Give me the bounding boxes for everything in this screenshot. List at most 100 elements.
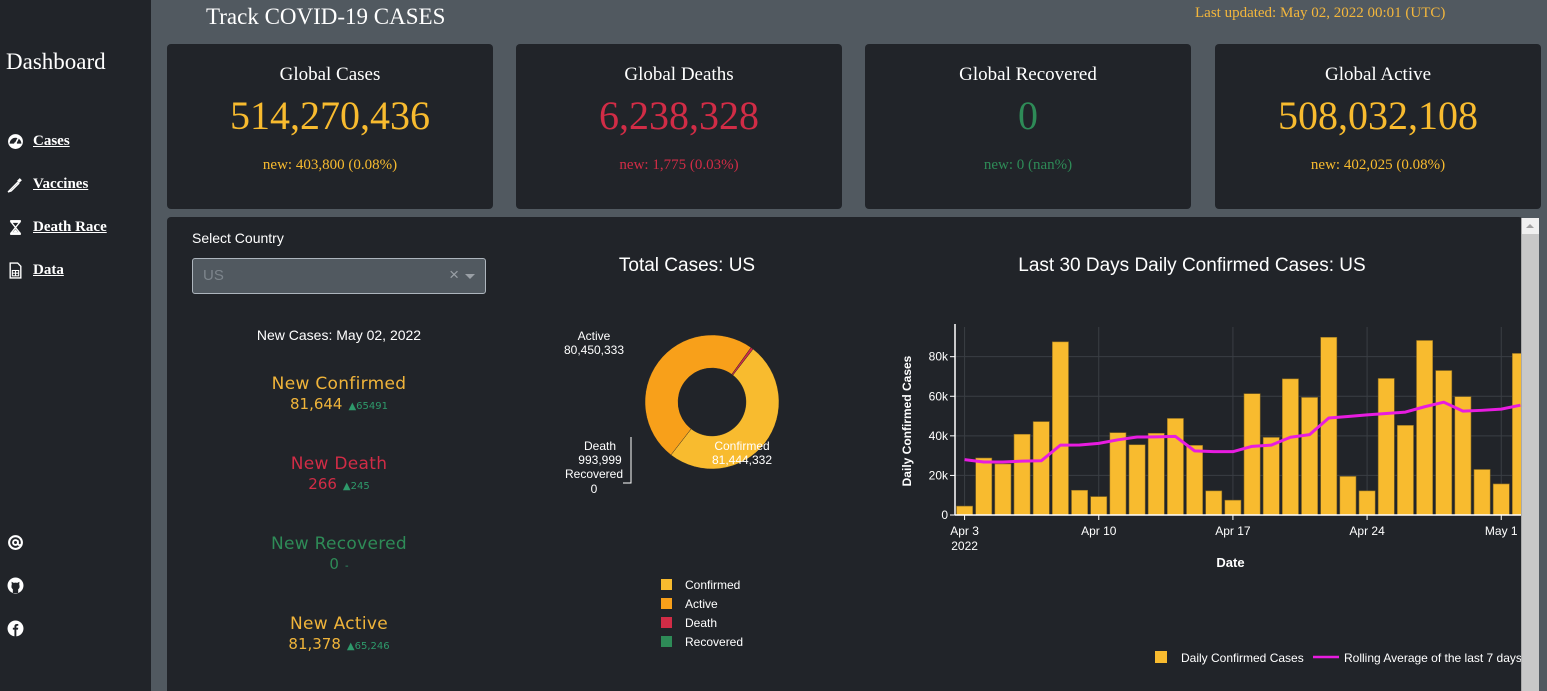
- stat-new-confirmed: New Confirmed 81,644 ▲65491: [192, 374, 486, 413]
- x-tick-sublabel: 2022: [951, 539, 978, 553]
- x-tick-label: Apr 3: [950, 524, 979, 538]
- nav-label-vaccines: Vaccines: [33, 176, 89, 192]
- pie-slice-death[interactable]: [731, 347, 754, 376]
- legend-label-active[interactable]: Active: [685, 597, 718, 611]
- nav-label-cases: Cases: [33, 133, 70, 149]
- bar-apr-20[interactable]: [1282, 378, 1299, 516]
- stat-value: 81,378: [288, 635, 341, 653]
- pie-slice-active[interactable]: [644, 334, 752, 456]
- stat-new-active: New Active 81,378 ▲65,246: [192, 614, 486, 653]
- pie-value-active: 80,450,333: [564, 343, 624, 357]
- bar-apr-9[interactable]: [1071, 489, 1088, 516]
- rolling-average-line[interactable]: [964, 400, 1521, 464]
- bar-apr-7[interactable]: [1032, 421, 1050, 516]
- bar-apr-17[interactable]: [1224, 499, 1242, 516]
- bar-apr-25[interactable]: [1377, 378, 1395, 516]
- card-new: new: 403,800 (0.08%): [262, 157, 398, 173]
- card-title: Global Active: [1324, 64, 1432, 85]
- bar-apr-26[interactable]: [1397, 425, 1414, 516]
- bar-may-1[interactable]: [1492, 483, 1510, 516]
- facebook-icon[interactable]: [7, 620, 24, 637]
- bar-apr-14[interactable]: [1167, 418, 1184, 516]
- bar-apr-10[interactable]: [1090, 496, 1108, 516]
- card-title: Global Recovered: [959, 64, 1097, 85]
- nav-label-death-race: Death Race: [33, 219, 107, 235]
- bar-apr-6[interactable]: [1013, 433, 1031, 516]
- country-panel: Select Country US × New Cases: May 02, 2…: [167, 217, 1532, 691]
- main-content: Track COVID-19 CASES Last updated: May 0…: [151, 0, 1547, 691]
- legend-swatch-death[interactable]: [661, 617, 672, 628]
- stat-label: New Active: [289, 614, 389, 634]
- syringe-icon: [7, 176, 24, 193]
- bar-apr-29[interactable]: [1454, 396, 1472, 516]
- bar-apr-3[interactable]: [956, 505, 973, 516]
- pie-value-confirmed: 81,444,332: [712, 453, 772, 467]
- card-title: Global Deaths: [624, 64, 734, 85]
- y-tick-label: 0: [941, 508, 948, 522]
- bar-apr-30[interactable]: [1473, 469, 1491, 516]
- x-axis-title: Date: [1216, 555, 1244, 570]
- chevron-down-icon[interactable]: [465, 274, 475, 279]
- bar-apr-16[interactable]: [1205, 490, 1223, 516]
- bar-apr-24[interactable]: [1358, 490, 1376, 516]
- pie-value-recovered: 0: [591, 482, 598, 496]
- card-value: 508,032,108: [1278, 93, 1478, 138]
- pie-value-death: 993,999: [578, 453, 622, 467]
- legend-swatch-recovered[interactable]: [661, 636, 672, 647]
- at-icon[interactable]: [7, 534, 24, 551]
- stat-delta: -: [344, 561, 349, 572]
- tachometer-icon: [7, 133, 24, 150]
- bar-apr-28[interactable]: [1435, 370, 1453, 516]
- stat-delta: ▲245: [342, 481, 370, 492]
- nav-item-cases[interactable]: Cases: [7, 133, 70, 150]
- legend-swatch-daily[interactable]: [1155, 651, 1167, 663]
- last-updated: Last updated: May 02, 2022 00:01 (UTC): [1195, 5, 1446, 21]
- x-tick-label: Apr 17: [1215, 524, 1251, 538]
- legend-label-recovered[interactable]: Recovered: [685, 635, 743, 649]
- bar-apr-5[interactable]: [994, 463, 1012, 516]
- bar-apr-21[interactable]: [1301, 397, 1318, 516]
- legend-swatch-confirmed[interactable]: [661, 579, 672, 590]
- country-select-value: US: [203, 267, 224, 284]
- bar-apr-15[interactable]: [1186, 445, 1203, 516]
- legend-label-confirmed[interactable]: Confirmed: [685, 578, 740, 592]
- bar-apr-18[interactable]: [1243, 393, 1261, 516]
- stat-value: 81,644: [289, 395, 343, 413]
- nav-label-data: Data: [33, 262, 64, 278]
- legend-label-death[interactable]: Death: [685, 616, 717, 630]
- scrollbar[interactable]: [1521, 218, 1539, 691]
- clear-icon[interactable]: ×: [449, 265, 459, 284]
- bar-apr-11[interactable]: [1109, 432, 1127, 516]
- bar-apr-19[interactable]: [1262, 437, 1280, 516]
- card-title: Global Cases: [279, 64, 381, 85]
- y-tick-label: 40k: [929, 429, 949, 443]
- bar-apr-13[interactable]: [1147, 432, 1165, 516]
- nav-item-vaccines[interactable]: Vaccines: [7, 176, 88, 193]
- brand-title: Dashboard: [6, 49, 106, 74]
- bar-apr-12[interactable]: [1128, 444, 1146, 516]
- nav-item-data[interactable]: Data: [7, 262, 64, 279]
- legend-swatch-active[interactable]: [661, 598, 672, 609]
- country-select[interactable]: US ×: [192, 258, 486, 294]
- nav-item-death-race[interactable]: Death Race: [7, 219, 107, 236]
- stat-value: 266: [308, 475, 337, 493]
- pie-label-death: Death: [584, 439, 616, 453]
- legend-label-daily[interactable]: Daily Confirmed Cases: [1181, 651, 1304, 665]
- github-icon[interactable]: [7, 577, 24, 594]
- pie-label-confirmed: Confirmed: [714, 439, 769, 453]
- bar-apr-4[interactable]: [975, 457, 993, 516]
- bar-apr-27[interactable]: [1416, 340, 1433, 516]
- x-tick-label: May 1: [1485, 524, 1518, 538]
- stat-new-recovered: New Recovered 0-: [192, 534, 486, 573]
- bar-apr-22[interactable]: [1320, 336, 1338, 516]
- bar-apr-8[interactable]: [1052, 341, 1069, 516]
- legend-label-rolling[interactable]: Rolling Average of the last 7 days - dai…: [1344, 651, 1532, 665]
- x-tick-label: Apr 10: [1081, 524, 1117, 538]
- y-tick-label: 60k: [929, 389, 949, 403]
- bar-chart-title: Last 30 Days Daily Confirmed Cases: US: [1018, 255, 1366, 276]
- scroll-up-button[interactable]: [1522, 218, 1539, 234]
- pie-leader-line: [623, 437, 632, 484]
- pie-slice-confirmed[interactable]: [670, 348, 780, 470]
- bar-apr-23[interactable]: [1339, 476, 1357, 516]
